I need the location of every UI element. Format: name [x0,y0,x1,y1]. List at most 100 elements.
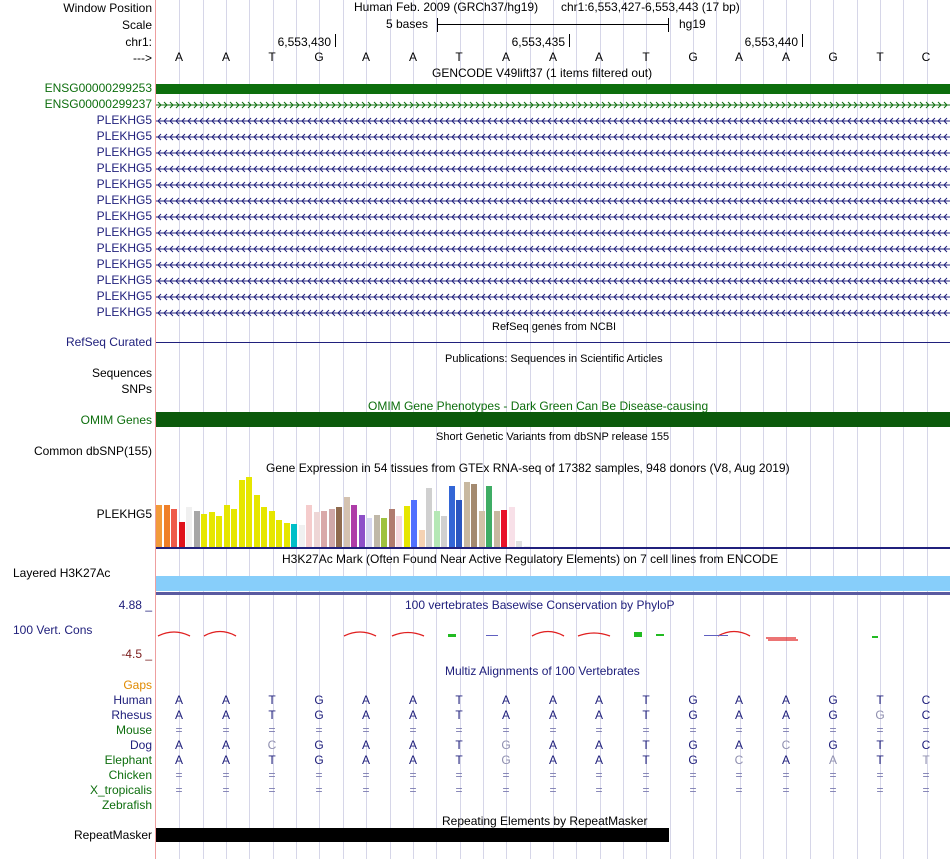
gtex-tissue-bar[interactable] [321,511,327,547]
gtex-tissue-bar[interactable] [298,525,305,547]
gtex-tissue-bar[interactable] [306,505,312,547]
gtex-expression-bars[interactable] [156,475,556,547]
gene-intron-reverse[interactable] [156,228,950,238]
gene-label[interactable]: PLEKHG5 [96,129,152,143]
gene-label[interactable]: PLEKHG5 [96,225,152,239]
gtex-tissue-bar[interactable] [163,505,170,547]
gtex-tissue-bar[interactable] [283,523,290,547]
gene-label[interactable]: PLEKHG5 [96,193,152,207]
gtex-tissue-bar[interactable] [418,530,425,547]
gene-label[interactable]: PLEKHG5 [96,241,152,255]
gtex-tissue-bar[interactable] [351,505,357,547]
gene-intron-reverse[interactable] [156,212,950,222]
gtex-tissue-bar[interactable] [388,509,395,547]
omim-label[interactable]: OMIM Genes [80,413,152,427]
gene-intron-reverse[interactable] [156,244,950,254]
gtex-tissue-bar[interactable] [471,484,477,547]
sequences-label[interactable]: Sequences [91,366,152,380]
gtex-tissue-bar[interactable] [186,507,192,547]
gtex-tissue-bar[interactable] [448,486,455,547]
h3k27ac-signal[interactable] [156,576,950,591]
gene-intron-reverse[interactable] [156,180,950,190]
h3k27ac-label[interactable]: Layered H3K27Ac [13,566,111,580]
gtex-tissue-bar[interactable] [441,516,447,547]
refseq-label[interactable]: RefSeq Curated [65,335,152,349]
gene-label[interactable]: ENSG00000299237 [44,97,152,111]
gtex-tissue-bar[interactable] [433,511,440,547]
gtex-tissue-bar[interactable] [396,516,402,547]
gene-label[interactable]: PLEKHG5 [96,113,152,127]
repeatmasker-label[interactable]: RepeatMasker [73,828,152,842]
gtex-tissue-bar[interactable] [171,509,177,547]
gtex-tissue-bar[interactable] [373,515,380,547]
gtex-tissue-bar[interactable] [328,509,335,547]
alignment-base: A [174,738,183,752]
gene-intron-reverse[interactable] [156,276,950,286]
gtex-tissue-bar[interactable] [486,486,492,547]
gtex-tissue-bar[interactable] [411,500,417,547]
gtex-tissue-bar[interactable] [216,516,222,547]
gtex-tissue-bar[interactable] [426,488,432,547]
gtex-tissue-bar[interactable] [358,515,365,547]
gtex-tissue-bar[interactable] [193,511,200,547]
gtex-tissue-bar[interactable] [336,507,342,547]
alignment-base: = [362,783,370,797]
gene-intron-reverse[interactable] [156,164,950,174]
gtex-tissue-bar[interactable] [246,477,252,547]
gene-exon-bar[interactable] [156,84,950,94]
gene-label[interactable]: ENSG00000299253 [44,81,152,95]
gene-intron-reverse[interactable] [156,292,950,302]
gtex-tissue-bar[interactable] [178,522,185,547]
gtex-tissue-bar[interactable] [516,541,522,547]
omim-feature-bar[interactable] [156,412,950,427]
gtex-tissue-bar[interactable] [156,505,162,547]
gtex-tissue-bar[interactable] [201,514,207,547]
gtex-tissue-bar[interactable] [508,507,515,547]
gene-intron-reverse[interactable] [156,260,950,270]
gene-label[interactable]: PLEKHG5 [96,257,152,271]
gtex-tissue-bar[interactable] [231,509,237,547]
gene-intron-reverse[interactable] [156,308,950,318]
gene-label[interactable]: PLEKHG5 [96,177,152,191]
gtex-tissue-bar[interactable] [208,512,215,547]
gene-intron-reverse[interactable] [156,132,950,142]
phylop-label[interactable]: 100 Vert. Cons [13,623,93,637]
gene-label[interactable]: PLEKHG5 [96,209,152,223]
gene-intron-forward[interactable] [156,100,950,110]
phylop-signal[interactable] [156,620,950,650]
gtex-tissue-bar[interactable] [291,524,297,547]
gene-label[interactable]: PLEKHG5 [96,289,152,303]
gene-intron-reverse[interactable] [156,148,950,158]
gene-intron-reverse[interactable] [156,116,950,126]
gtex-tissue-bar[interactable] [268,511,275,547]
alignment-base: G [688,693,698,707]
strand-label: ---> [133,51,152,65]
gtex-tissue-bar[interactable] [253,495,260,547]
gtex-tissue-bar[interactable] [238,480,245,547]
snps-label[interactable]: SNPs [121,382,152,396]
gene-intron-reverse[interactable] [156,196,950,206]
gtex-tissue-bar[interactable] [403,506,410,547]
gtex-tissue-bar[interactable] [276,520,282,547]
dbsnp-label[interactable]: Common dbSNP(155) [33,444,152,458]
gtex-tissue-bar[interactable] [463,482,470,547]
gtex-gene-label[interactable]: PLEKHG5 [96,507,152,521]
gtex-tissue-bar[interactable] [223,505,230,547]
gtex-tissue-bar[interactable] [456,500,462,547]
gene-label[interactable]: PLEKHG5 [96,305,152,319]
gene-label[interactable]: PLEKHG5 [96,145,152,159]
gtex-tissue-bar[interactable] [478,511,485,547]
gtex-tissue-bar[interactable] [261,507,267,547]
track-area[interactable]: Human Feb. 2009 (GRCh37/hg19) chr1:6,553… [156,0,950,859]
gtex-tissue-bar[interactable] [523,546,530,547]
gene-label[interactable]: PLEKHG5 [96,161,152,175]
gtex-tissue-bar[interactable] [313,512,320,547]
gtex-tissue-bar[interactable] [493,511,500,547]
refseq-gene-line[interactable] [156,342,950,343]
repeatmasker-element[interactable] [156,828,669,842]
gtex-tissue-bar[interactable] [501,510,507,547]
gtex-tissue-bar[interactable] [343,497,350,547]
gtex-tissue-bar[interactable] [366,518,372,547]
gene-label[interactable]: PLEKHG5 [96,273,152,287]
gtex-tissue-bar[interactable] [381,518,387,547]
